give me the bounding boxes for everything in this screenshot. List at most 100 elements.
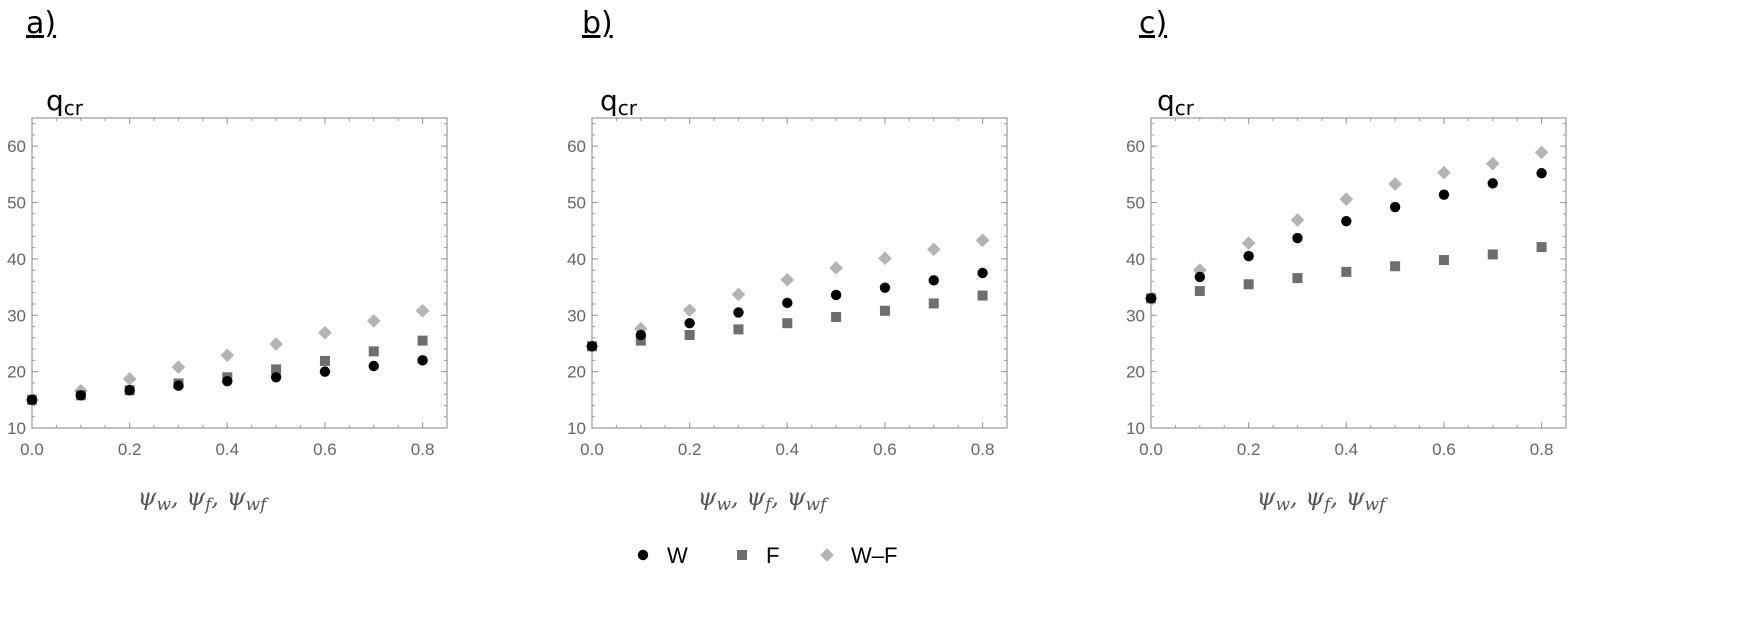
x-tick-label: 0.4 xyxy=(215,440,239,459)
x-axis-label-separator: , xyxy=(771,483,786,511)
point-circle-w-2 xyxy=(1243,250,1254,262)
point-circle-w-2 xyxy=(124,385,135,396)
x-axis-label: ψw, ψf, ψwf xyxy=(1257,483,1388,515)
point-circle-w-4 xyxy=(782,297,793,309)
x-axis-label-subscript: w xyxy=(1275,495,1290,515)
point-diamond-wf-4 xyxy=(1339,192,1354,206)
legend-label: F xyxy=(766,543,779,568)
x-tick-label: 0.8 xyxy=(1530,440,1554,459)
point-diamond-wf-3 xyxy=(171,360,186,374)
point-circle-w-3 xyxy=(173,380,184,391)
point-diamond-wf-6 xyxy=(878,251,892,266)
x-axis-label-subscript: f xyxy=(763,495,774,515)
point-square-f-5 xyxy=(831,311,842,322)
x-tick-label: 0.2 xyxy=(118,440,142,459)
point-circle-w-2 xyxy=(684,317,695,329)
point-diamond-wf-8 xyxy=(415,303,430,318)
point-diamond-wf-2 xyxy=(1241,236,1256,250)
x-axis-label-subscript: w xyxy=(716,495,731,515)
point-square-f-8 xyxy=(417,335,428,346)
point-circle-w-1 xyxy=(75,390,87,401)
x-tick-label: 0.2 xyxy=(1237,440,1261,459)
x-axis-label: ψw, ψf, ψwf xyxy=(698,483,829,515)
x-axis-label-symbol: ψ xyxy=(787,483,807,511)
plot-frame xyxy=(1150,117,1567,429)
x-axis-label-symbol: ψ xyxy=(698,483,718,511)
point-diamond-wf-4 xyxy=(780,272,795,287)
point-circle-w-4 xyxy=(222,376,233,387)
point-circle-w-0 xyxy=(1145,293,1157,304)
point-square-f-8 xyxy=(977,290,988,301)
point-diamond-wf-7 xyxy=(1485,156,1500,171)
point-circle-w-5 xyxy=(1389,201,1401,213)
point-diamond-wf-8 xyxy=(975,233,990,248)
y-tick-label: 50 xyxy=(567,194,586,213)
point-circle-w-8 xyxy=(1536,168,1547,179)
panel-label: c) xyxy=(1139,6,1167,41)
y-tick-label: 60 xyxy=(7,137,26,156)
y-axis-label-main: q xyxy=(46,84,64,117)
x-axis-label-symbol: ψ xyxy=(1257,483,1277,511)
x-axis-label-symbol: ψ xyxy=(227,483,247,511)
y-tick-label: 20 xyxy=(1126,363,1145,382)
point-diamond-wf-2 xyxy=(122,372,137,386)
y-tick-label: 50 xyxy=(1126,194,1145,213)
y-tick-label: 40 xyxy=(1126,250,1145,269)
point-square-f-4 xyxy=(1341,266,1352,277)
x-tick-label: 0.2 xyxy=(678,440,702,459)
point-diamond-wf-4 xyxy=(220,348,235,363)
data-points xyxy=(25,303,430,407)
panel-label: a) xyxy=(26,6,56,41)
legend-item-wf: W–F xyxy=(820,543,897,568)
legend-label: W xyxy=(667,543,688,568)
point-circle-w-3 xyxy=(733,307,744,318)
point-circle-w-5 xyxy=(830,289,842,301)
x-axis-label-symbol: ψ xyxy=(746,483,766,511)
point-square-f-1 xyxy=(1194,286,1205,297)
y-axis-label-subscript: cr xyxy=(1175,96,1195,120)
point-square-f-3 xyxy=(1292,273,1303,284)
y-tick-label: 40 xyxy=(567,250,586,269)
x-axis-label-separator: , xyxy=(731,483,746,511)
point-square-f-5 xyxy=(1390,261,1401,272)
y-tick-label: 60 xyxy=(567,137,586,156)
y-tick-label: 60 xyxy=(1126,137,1145,156)
x-axis-label-subscript: f xyxy=(203,495,214,515)
panel-label: b) xyxy=(582,6,613,41)
x-tick-label: 0.6 xyxy=(1432,440,1456,459)
plot-frame xyxy=(591,117,1008,429)
legend-marker-circle xyxy=(637,549,649,561)
point-circle-w-7 xyxy=(1487,178,1498,189)
x-axis-label-separator: , xyxy=(171,483,186,511)
legend: W F W–F xyxy=(637,543,897,568)
x-tick-label: 0.4 xyxy=(775,440,799,459)
x-axis-label-subscript: wf xyxy=(246,495,270,515)
x-tick-label: 0.6 xyxy=(873,440,897,459)
y-tick-label: 50 xyxy=(7,194,26,213)
point-square-f-7 xyxy=(1487,249,1498,260)
x-axis-label-symbol: ψ xyxy=(138,483,158,511)
x-axis-label-symbol: ψ xyxy=(1346,483,1366,511)
point-square-f-2 xyxy=(684,330,695,340)
point-square-f-6 xyxy=(879,305,890,316)
legend-item-w: W xyxy=(637,543,688,568)
point-circle-w-8 xyxy=(417,355,428,366)
x-axis-label-subscript: wf xyxy=(1365,495,1389,515)
y-tick-label: 20 xyxy=(567,363,586,382)
x-tick-label: 0.0 xyxy=(580,440,604,459)
y-tick-label: 30 xyxy=(7,306,26,325)
x-axis-label-subscript: w xyxy=(156,495,171,515)
y-axis-label: qcr xyxy=(1157,84,1195,120)
y-tick-label: 10 xyxy=(1126,419,1145,438)
point-square-f-4 xyxy=(782,318,793,329)
point-diamond-wf-6 xyxy=(318,325,332,340)
point-circle-w-6 xyxy=(319,366,331,377)
y-tick-label: 30 xyxy=(567,306,586,325)
point-diamond-wf-7 xyxy=(366,314,381,328)
point-circle-w-0 xyxy=(586,341,598,352)
y-tick-label: 10 xyxy=(567,419,586,438)
point-diamond-wf-3 xyxy=(731,287,746,302)
point-circle-w-8 xyxy=(977,267,988,279)
